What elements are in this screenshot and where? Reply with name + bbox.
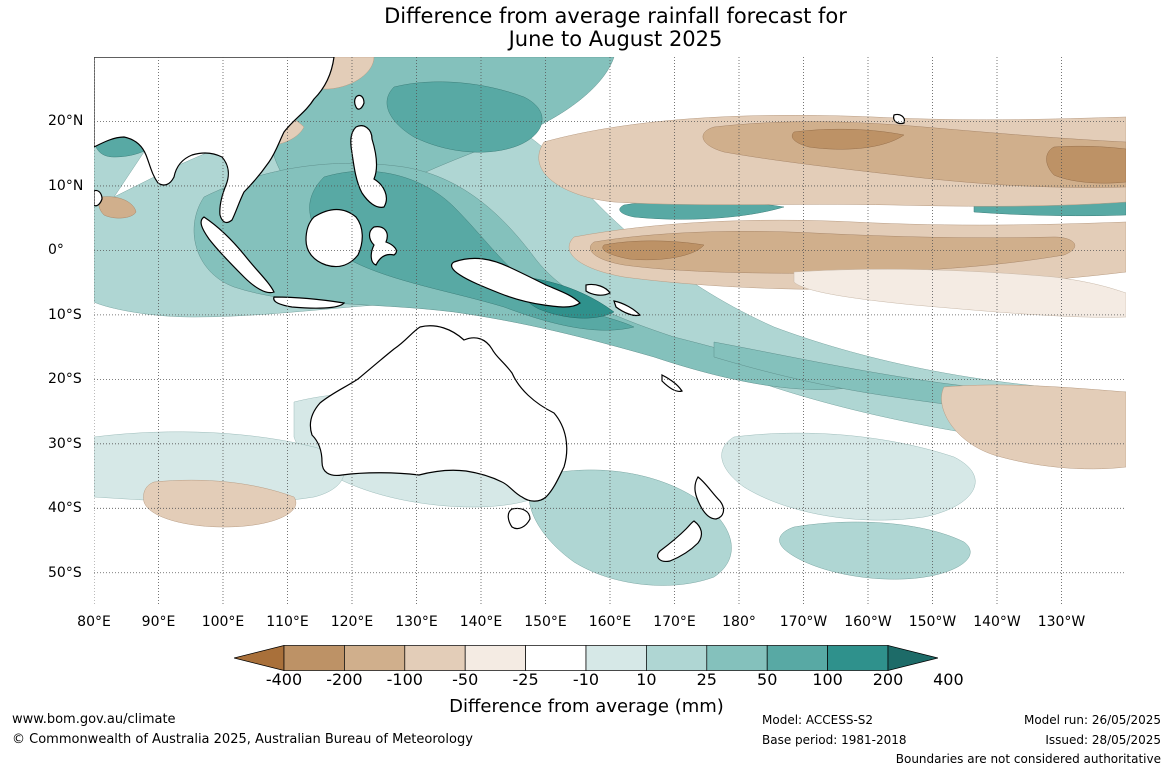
anomaly-wet-far-south	[779, 521, 971, 580]
lon-label-11: 170°W	[779, 614, 828, 630]
map-canvas	[94, 57, 1126, 605]
anomaly-dry-equatorial-strong	[602, 240, 705, 261]
colorbar-cell-8	[706, 645, 768, 671]
coastline-asia-mainland	[94, 57, 335, 224]
coastline-tasmania	[507, 507, 531, 530]
lon-label-4: 120°E	[330, 614, 374, 630]
lon-label-5: 130°E	[395, 614, 438, 630]
lon-label-3: 110°E	[266, 614, 309, 630]
lon-label-1: 90°E	[141, 614, 176, 630]
anomaly-wet-tasman	[528, 469, 732, 586]
colorbar-cell-7	[646, 645, 708, 671]
coastline-borneo	[305, 208, 363, 268]
colorbar-arrow-low	[234, 645, 285, 671]
colorbar-tick-1: -200	[326, 670, 363, 689]
lat-label-7: 50°S	[48, 564, 82, 581]
colorbar-cell-5	[525, 645, 587, 671]
lon-label-7: 150°E	[524, 614, 567, 630]
colorbar-tick-3: -50	[452, 670, 479, 689]
colorbar	[234, 645, 938, 671]
anomaly-wet-philippine-sea	[386, 81, 543, 153]
colorbar-tick-0: -400	[265, 670, 303, 689]
anomaly-wet-maritime-core	[309, 170, 635, 331]
lon-label-0: 80°E	[77, 614, 111, 630]
colorbar-cell-3	[404, 645, 466, 671]
coastline-sumatra	[200, 216, 275, 294]
colorbar-cell-4	[464, 645, 526, 671]
map-subtitle: June to August 2025	[508, 27, 723, 51]
coastline-sulawesi	[368, 226, 398, 266]
colorbar-tick-7: 25	[696, 670, 717, 689]
colorbar-tick-6: 10	[636, 670, 657, 689]
anomaly-wet-south-pacific	[721, 432, 976, 521]
lat-label-5: 30°S	[48, 435, 82, 452]
coastline-solomons	[613, 300, 642, 317]
coastline-australia	[309, 325, 568, 502]
lon-label-12: 160°W	[844, 614, 892, 630]
lon-label-6: 140°E	[459, 614, 503, 630]
footer-url: www.bom.gov.au/climate	[12, 712, 176, 727]
colorbar-cell-1	[283, 645, 345, 671]
anomaly-dry-south-pacific-east	[941, 384, 1126, 470]
graticule	[94, 57, 1126, 605]
footer-issued: Issued: 28/05/2025	[1045, 733, 1161, 747]
lat-label-4: 20°S	[48, 371, 82, 388]
map-title: Difference from average rainfall forecas…	[384, 4, 847, 28]
anomaly-dry-west-patch	[98, 196, 137, 219]
anomaly-dry-north-pacific-east	[1046, 145, 1126, 184]
footer-disclaimer: Boundaries are not considered authoritat…	[895, 752, 1161, 766]
coastlines	[94, 57, 905, 562]
footer-model-run: Model run: 26/05/2025	[1023, 713, 1161, 727]
lat-label-3: 10°S	[48, 306, 82, 323]
lat-label-2: 0°	[48, 242, 64, 259]
colorbar-tick-9: 100	[812, 670, 843, 689]
lon-label-2: 100°E	[201, 614, 245, 630]
colorbar-arrow-high	[887, 645, 938, 671]
anomaly-dry-equatorial-core	[590, 231, 1076, 274]
lon-label-14: 140°W	[973, 614, 1021, 630]
lon-label-15: 130°W	[1037, 614, 1086, 630]
lat-label-1: 10°N	[48, 177, 84, 194]
colorbar-cell-2	[344, 645, 406, 671]
coastline-new-britain	[585, 283, 611, 296]
coastline-sri-lanka	[94, 189, 103, 207]
lon-label-13: 150°W	[908, 614, 957, 630]
coastline-java	[273, 296, 346, 309]
lon-label-8: 160°E	[588, 614, 632, 630]
lat-label-6: 40°S	[48, 500, 82, 517]
coastline-north-island-nz	[694, 476, 725, 520]
colorbar-tick-8: 50	[757, 670, 778, 689]
colorbar-cell-10	[827, 645, 889, 671]
footer-model: Model: ACCESS-S2	[762, 713, 874, 727]
colorbar-tick-4: -25	[512, 670, 539, 689]
colorbar-tick-11: 400	[933, 670, 964, 689]
lat-label-0: 20°N	[48, 113, 84, 130]
lon-label-9: 170°E	[653, 614, 696, 630]
colorbar-cell-9	[766, 645, 828, 671]
coastline-new-caledonia	[661, 374, 683, 392]
footer-base-period: Base period: 1981-2018	[762, 733, 907, 747]
coastline-taiwan	[353, 94, 365, 110]
colorbar-tick-5: -10	[572, 670, 600, 689]
colorbar-cell-6	[585, 645, 647, 671]
anomaly-dry-north-pacific-strong	[791, 128, 905, 150]
lon-label-10: 180°	[722, 614, 756, 630]
footer-copyright: © Commonwealth of Australia 2025, Austra…	[12, 732, 473, 747]
colorbar-tick-10: 200	[872, 670, 904, 689]
anomaly-dry-south-pacific-mid	[793, 269, 1126, 318]
coastline-new-guinea	[450, 257, 581, 308]
coastline-south-island-nz	[657, 520, 703, 562]
rainfall-anomaly-map	[94, 57, 1126, 605]
colorbar-tick-2: -100	[386, 670, 423, 689]
anomaly-dry-south-indian	[143, 479, 297, 528]
colorbar-label: Difference from average (mm)	[449, 696, 724, 717]
